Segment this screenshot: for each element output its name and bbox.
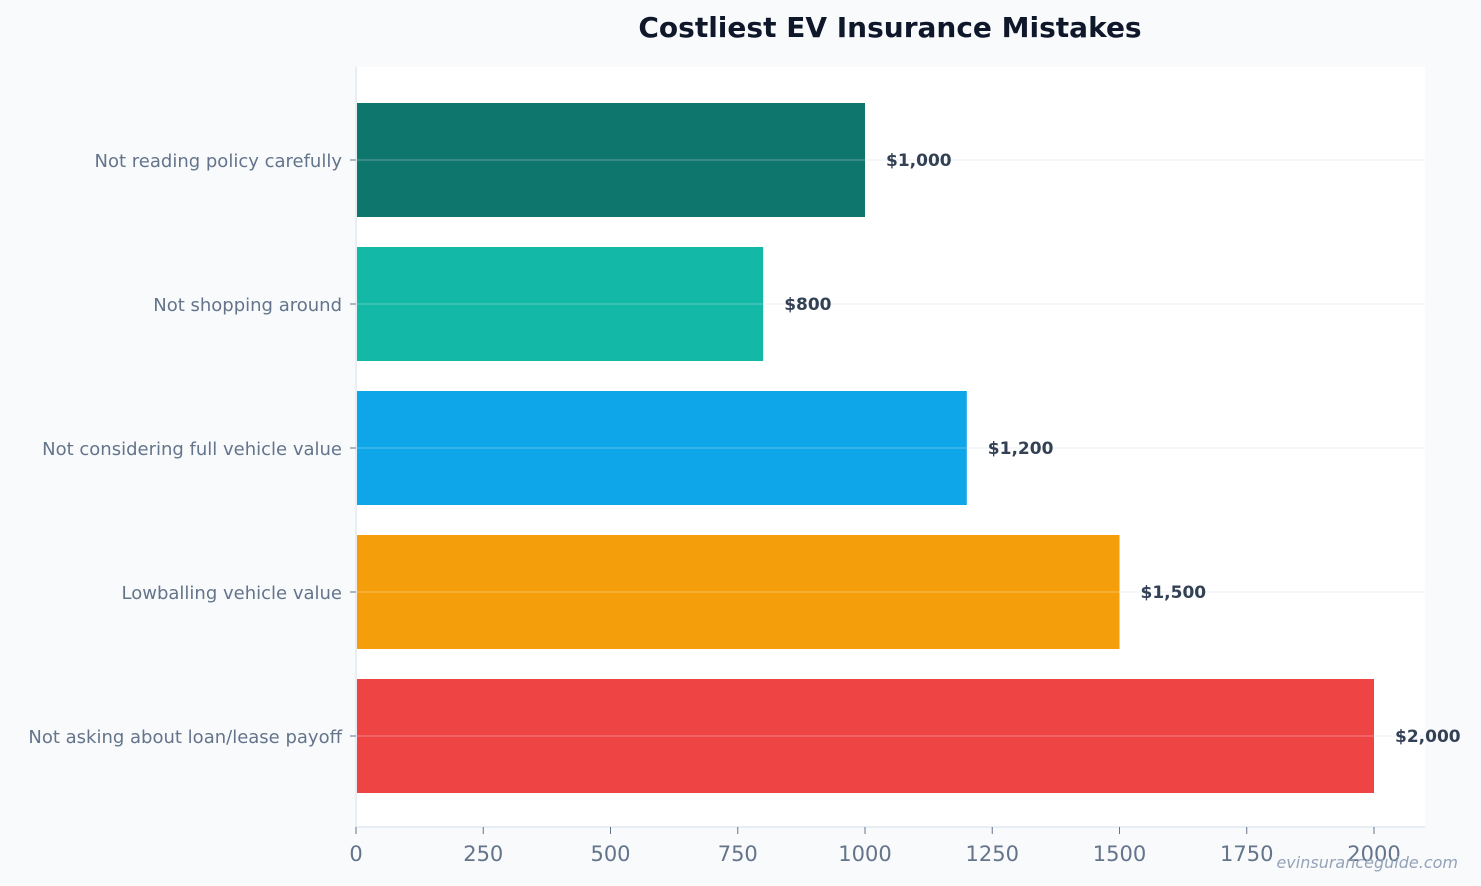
x-tick-label: 1500 (1093, 842, 1146, 866)
category-label: Not considering full vehicle value (42, 439, 342, 460)
x-tick-label: 500 (590, 842, 630, 866)
bar (357, 535, 1120, 649)
chart-title: Costliest EV Insurance Mistakes (638, 11, 1141, 44)
x-axis: 0 250 500 750 1000 1250 1500 1750 2000 (349, 826, 1425, 866)
bar (357, 247, 764, 361)
data-label: $1,000 (886, 151, 952, 171)
data-label: $1,500 (1141, 583, 1207, 603)
bar (357, 679, 1374, 793)
bar (357, 103, 865, 217)
data-labels: $1,000 $800 $1,200 $1,500 $2,000 (784, 151, 1461, 747)
x-tick-label: 250 (463, 842, 503, 866)
category-label: Not asking about loan/lease payoff (28, 727, 342, 748)
data-label: $1,200 (988, 439, 1054, 459)
x-tick-label: 0 (349, 842, 362, 866)
x-tick-label: 750 (718, 842, 758, 866)
x-tick-label: 1000 (838, 842, 891, 866)
category-label: Not shopping around (153, 295, 342, 316)
category-label: Lowballing vehicle value (122, 583, 342, 604)
x-tick-label: 1250 (966, 842, 1019, 866)
bar (357, 391, 967, 505)
watermark: evinsuranceguide.com (1276, 853, 1458, 872)
x-tick-label: 2000 (1347, 842, 1400, 866)
bars (356, 103, 1374, 793)
data-label: $800 (784, 295, 831, 315)
data-label: $2,000 (1395, 727, 1461, 747)
y-axis: Not reading policy carefully Not shopping… (28, 67, 357, 827)
category-label: Not reading policy carefully (95, 151, 343, 172)
x-tick-label: 1750 (1220, 842, 1273, 866)
